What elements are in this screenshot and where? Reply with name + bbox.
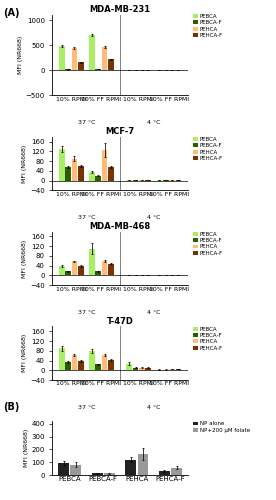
Title: MDA-MB-231: MDA-MB-231	[89, 5, 151, 14]
Y-axis label: MFI (NR668): MFI (NR668)	[18, 36, 23, 74]
Bar	[95, 272, 101, 276]
Y-axis label: MFI (NR668): MFI (NR668)	[22, 334, 27, 372]
Title: MCF-7: MCF-7	[105, 127, 135, 136]
Legend: PEBCA, PEBCA-F, PEHCA, PEHCA-F: PEBCA, PEBCA-F, PEHCA, PEHCA-F	[193, 137, 223, 161]
Text: 4 °C: 4 °C	[147, 405, 161, 410]
Text: 4 °C: 4 °C	[147, 216, 161, 220]
Bar	[78, 266, 84, 276]
Y-axis label: MFI (NR668): MFI (NR668)	[23, 429, 28, 468]
Text: (B): (B)	[3, 402, 19, 412]
Text: 37 °C: 37 °C	[78, 216, 95, 220]
Title: MDA-MB-468: MDA-MB-468	[89, 222, 151, 231]
Legend: NP alone, NP+200 μM folate: NP alone, NP+200 μM folate	[193, 422, 250, 433]
Bar	[133, 368, 138, 370]
Bar	[169, 369, 175, 370]
Bar	[137, 454, 148, 475]
Bar	[71, 355, 77, 370]
Bar	[102, 46, 107, 70]
Legend: PEBCA, PEBCA-F, PEHCA, PEHCA-F: PEBCA, PEBCA-F, PEHCA, PEHCA-F	[193, 14, 223, 38]
Legend: PEBCA, PEBCA-F, PEHCA, PEHCA-F: PEBCA, PEBCA-F, PEHCA, PEHCA-F	[193, 326, 223, 351]
Text: 37 °C: 37 °C	[78, 310, 95, 315]
Bar	[108, 360, 114, 370]
Bar	[78, 166, 84, 180]
Bar	[159, 470, 170, 475]
Bar	[108, 167, 114, 180]
Bar	[139, 368, 145, 370]
Title: T-47D: T-47D	[107, 316, 134, 326]
Text: (A): (A)	[3, 8, 19, 18]
Bar	[71, 158, 77, 180]
Y-axis label: MFI (NR668): MFI (NR668)	[22, 240, 27, 278]
Bar	[59, 266, 65, 276]
Bar	[102, 262, 107, 276]
Bar	[78, 62, 84, 70]
Bar	[95, 69, 101, 70]
Bar	[70, 465, 81, 475]
Text: 37 °C: 37 °C	[78, 120, 95, 126]
Bar	[59, 46, 65, 70]
Bar	[78, 360, 84, 370]
Bar	[176, 369, 181, 370]
Bar	[171, 468, 182, 475]
Bar	[92, 474, 103, 475]
Bar	[95, 364, 101, 370]
Bar	[89, 351, 95, 370]
Bar	[126, 364, 132, 370]
Bar	[125, 460, 136, 475]
Text: 37 °C: 37 °C	[78, 405, 95, 410]
Bar	[104, 473, 115, 475]
Bar	[108, 264, 114, 276]
Bar	[59, 149, 65, 180]
Bar	[108, 59, 114, 70]
Bar	[59, 348, 65, 370]
Bar	[95, 176, 101, 180]
Text: 4 °C: 4 °C	[147, 120, 161, 126]
Bar	[145, 368, 151, 370]
Bar	[58, 463, 69, 475]
Bar	[71, 48, 77, 70]
Y-axis label: MFI (NR668): MFI (NR668)	[22, 144, 27, 182]
Bar	[65, 167, 71, 180]
Bar	[65, 362, 71, 370]
Bar	[102, 150, 107, 180]
Bar	[89, 248, 95, 276]
Bar	[89, 35, 95, 70]
Bar	[102, 355, 107, 370]
Bar	[71, 262, 77, 276]
Bar	[65, 272, 71, 276]
Bar	[89, 172, 95, 180]
Text: 4 °C: 4 °C	[147, 310, 161, 315]
Legend: PEBCA, PEBCA-F, PEHCA, PEHCA-F: PEBCA, PEBCA-F, PEHCA, PEHCA-F	[193, 232, 223, 256]
